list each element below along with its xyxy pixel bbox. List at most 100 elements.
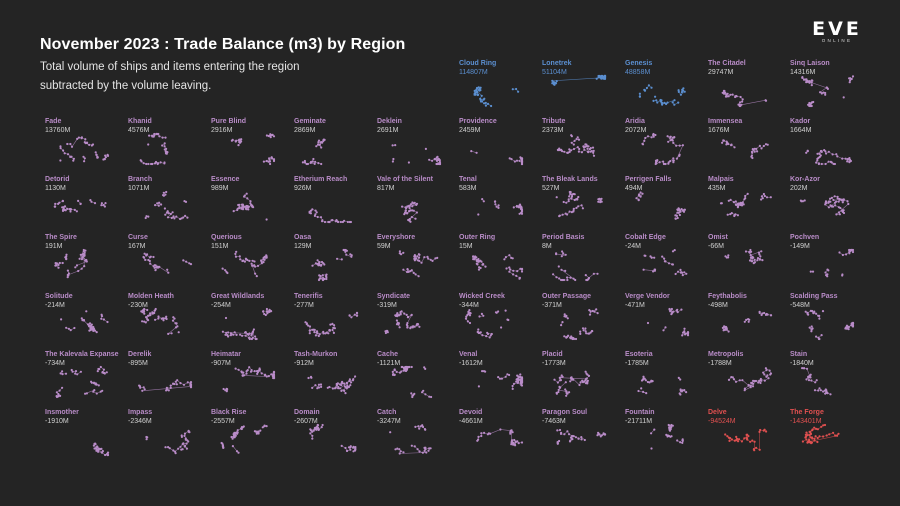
- region-map: [721, 139, 769, 160]
- region-name: Molden Heath: [128, 293, 174, 300]
- region-name: Outer Ring: [459, 234, 496, 241]
- region-name: Essence: [211, 176, 240, 183]
- region-value: -24M: [625, 243, 641, 250]
- region-value: -3247M: [377, 418, 401, 425]
- region-map: [476, 428, 524, 447]
- region-tribute: Tribute 2373M: [542, 117, 622, 173]
- region-name: The Bleak Lands: [542, 176, 598, 183]
- region-name: Cache: [377, 351, 399, 358]
- region-map: [311, 248, 353, 282]
- region-map: [55, 365, 108, 399]
- region-value: -895M: [128, 360, 148, 367]
- region-map: [221, 250, 268, 278]
- region-map: [635, 191, 686, 220]
- region-value: -471M: [625, 302, 645, 309]
- region-value: -1612M: [459, 360, 483, 367]
- region-cobalt-edge: Cobalt Edge -24M: [625, 233, 705, 289]
- region-map: [221, 307, 273, 341]
- region-name: Tenerifis: [294, 293, 323, 300]
- region-name: Aridia: [625, 118, 645, 125]
- region-value: 817M: [377, 185, 395, 192]
- region-name: Stain: [790, 351, 808, 358]
- region-geminate: Geminate 2869M: [294, 117, 374, 173]
- region-name: Kor-Azor: [790, 176, 820, 183]
- region-name: Insmother: [45, 409, 79, 416]
- region-name: Catch: [377, 409, 397, 416]
- region-map: [637, 375, 688, 396]
- region-value: 51104M: [542, 69, 567, 76]
- region-name: Kador: [790, 118, 811, 125]
- region-kador: Kador 1664M: [790, 117, 870, 173]
- region-map: [304, 311, 359, 338]
- region-great-wildlands: Great Wildlands -254M: [211, 292, 291, 348]
- region-map: [801, 75, 855, 108]
- region-scalding-pass: Scalding Pass -548M: [790, 292, 870, 348]
- chart-subtitle: Total volume of ships and items entering…: [40, 61, 300, 92]
- region-malpais: Malpais 435M: [708, 175, 788, 231]
- region-value: 167M: [128, 243, 146, 250]
- region-name: Delve: [708, 409, 727, 416]
- region-name: Verge Vendor: [625, 293, 670, 300]
- region-name: Fountain: [625, 409, 655, 416]
- region-name: Providence: [459, 118, 497, 125]
- region-name: Tribute: [542, 118, 566, 125]
- region-outer-ring: Outer Ring 15M: [459, 233, 539, 289]
- region-name: Detorid: [45, 176, 70, 183]
- region-value: -4661M: [459, 418, 483, 425]
- region-value: -1773M: [542, 360, 566, 367]
- region-map: [220, 424, 268, 454]
- region-map: [801, 423, 840, 445]
- region-name: Domain: [294, 409, 320, 416]
- region-map: [384, 310, 421, 335]
- region-name: Cobalt Edge: [625, 234, 666, 241]
- region-name: Tenal: [459, 176, 477, 183]
- region-value: -230M: [128, 302, 148, 309]
- region-stain: Stain -1840M: [790, 350, 870, 406]
- region-value: 4576M: [128, 127, 150, 134]
- region-cache: Cache -1121M: [377, 350, 457, 406]
- region-value: -149M: [790, 243, 810, 250]
- region-name: Venal: [459, 351, 478, 358]
- region-map: [391, 144, 442, 166]
- region-name: Genesis: [625, 60, 653, 67]
- region-value: 2916M: [211, 127, 233, 134]
- region-value: 48858M: [625, 69, 651, 76]
- region-name: The Forge: [790, 409, 824, 416]
- region-value: 59M: [377, 243, 391, 250]
- region-querious: Querious 151M: [211, 233, 291, 289]
- region-map: [59, 136, 110, 163]
- region-name: Tash-Murkon: [294, 351, 338, 358]
- region-khanid: Khanid 4576M: [128, 117, 208, 173]
- region-map: [401, 201, 419, 223]
- region-value: -66M: [708, 243, 724, 250]
- region-name: Syndicate: [377, 293, 411, 300]
- region-everyshore: Everyshore 59M: [377, 233, 457, 289]
- region-map: [60, 310, 109, 334]
- region-map: [472, 254, 524, 280]
- region-map: [719, 192, 772, 218]
- region-wicked-creek: Wicked Creek -344M: [459, 292, 539, 348]
- region-value: -1788M: [708, 360, 732, 367]
- region-value: 1676M: [708, 127, 730, 134]
- region-map: [642, 249, 688, 277]
- region-value: -2346M: [128, 418, 152, 425]
- region-value: 202M: [790, 185, 808, 192]
- region-map: [222, 366, 276, 393]
- region-map: [646, 307, 690, 337]
- region-map: [638, 84, 686, 106]
- region-name: Wicked Creek: [459, 293, 505, 300]
- region-map: [721, 89, 768, 108]
- region-value: 114807M: [459, 69, 488, 76]
- region-fountain: Fountain -21711M: [625, 408, 705, 464]
- region-tenal: Tenal 583M: [459, 175, 539, 231]
- region-map: [142, 252, 193, 274]
- region-value: 989M: [211, 185, 229, 192]
- region-aridia: Aridia 2072M: [625, 117, 705, 173]
- region-map: [464, 309, 510, 339]
- region-name: Khanid: [128, 118, 152, 125]
- region-name: Black Rise: [211, 409, 247, 416]
- region-value: 2459M: [459, 127, 481, 134]
- region-value: 435M: [708, 185, 726, 192]
- region-value: -734M: [45, 360, 65, 367]
- region-value: -214M: [45, 302, 65, 309]
